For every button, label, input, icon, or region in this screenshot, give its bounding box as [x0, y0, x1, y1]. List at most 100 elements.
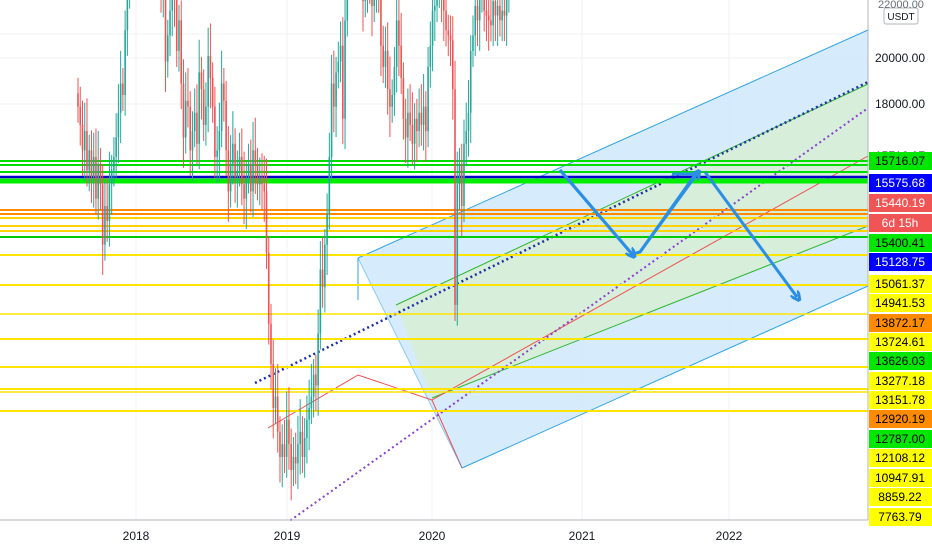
candle-body: [276, 396, 279, 432]
candle-body: [171, 0, 174, 11]
candle-body: [476, 5, 479, 21]
currency-box: [883, 7, 919, 25]
candle-body: [270, 323, 272, 364]
price-badge-label: 15575.68: [875, 176, 925, 190]
candle-body: [337, 61, 340, 73]
candle-body: [391, 94, 393, 107]
candle-body: [225, 100, 227, 151]
candle-body: [198, 72, 200, 144]
x-tick-label: 2021: [569, 529, 596, 543]
candle-body: [126, 0, 129, 31]
candle-body: [458, 163, 461, 185]
price-badge-label: 12787.00: [875, 432, 925, 446]
candle-body: [243, 184, 245, 199]
price-badge: [869, 194, 932, 212]
candle-body: [451, 40, 454, 90]
candle-body: [223, 83, 225, 101]
candle-body: [124, 30, 126, 95]
candle-body: [431, 10, 434, 46]
candle-body: [429, 45, 432, 67]
candle-body: [420, 112, 423, 125]
price-badge-label: 13626.03: [875, 354, 925, 368]
x-tick-label: 2020: [419, 529, 446, 543]
candle-body: [285, 419, 288, 457]
candle-body: [169, 10, 171, 36]
candle-body: [97, 163, 99, 199]
pitchfork-upper-line: [357, 29, 869, 259]
candle-body: [308, 408, 310, 420]
candle-body: [373, 0, 376, 6]
price-badge-label: 8859.22: [878, 490, 922, 504]
price-badge-label: 15061.37: [875, 277, 925, 291]
price-badge-label: 12920.19: [875, 412, 925, 426]
candle-body: [77, 93, 79, 107]
candle-body: [205, 106, 207, 125]
candle-body: [319, 269, 322, 334]
price-badge: [869, 372, 932, 390]
horizontal-levels: [0, 160, 868, 412]
candle-body: [216, 150, 218, 157]
candle-body: [294, 456, 297, 464]
candle-body: [449, 35, 452, 41]
candle-body: [211, 77, 214, 107]
candle-body: [326, 213, 328, 245]
price-badge: [869, 314, 932, 332]
candle-body: [310, 396, 313, 409]
forecast-arrow-up: [638, 174, 697, 253]
y-tick-label: 20000.00: [875, 51, 925, 65]
price-badge: [869, 275, 932, 293]
candle-body: [460, 163, 463, 206]
price-badge: [869, 152, 932, 170]
candle-body: [247, 163, 250, 178]
price-badge: [869, 352, 932, 370]
candle-body: [445, 10, 447, 31]
candle-body: [364, 0, 367, 2]
candle-body: [393, 66, 396, 95]
price-badge: [869, 488, 932, 506]
x-tick-label: 2022: [716, 529, 743, 543]
pitchfork-median-line: [431, 155, 869, 401]
x-axis-panel: [0, 521, 868, 550]
candle-body: [92, 156, 95, 178]
candle-body: [292, 456, 295, 470]
pitchfork-inner-fill: [396, 84, 868, 398]
candle-body: [324, 244, 326, 287]
candle-body: [119, 83, 122, 113]
candle-body: [496, 5, 499, 16]
candle-body: [184, 100, 187, 138]
candle-body: [115, 137, 117, 157]
candle-body: [227, 150, 230, 192]
candle-body: [297, 444, 299, 464]
candle-body: [209, 56, 212, 78]
candle-body: [81, 124, 84, 151]
candle-body: [463, 143, 465, 206]
candle-body: [182, 83, 185, 138]
candle-body: [83, 131, 86, 151]
candle-body: [474, 5, 477, 36]
pitchfork-handle: [267, 374, 463, 469]
price-badges: 15716.07 15575.68 15440.19 6d 15h 15400.41 15…: [869, 152, 932, 526]
price-badge-label: 15440.19: [875, 196, 925, 210]
candle-body: [333, 83, 335, 107]
candle-body: [501, 10, 503, 21]
candle-body: [229, 163, 232, 192]
candle-body: [166, 35, 169, 62]
candle-body: [214, 106, 216, 157]
candle-body: [395, 20, 398, 67]
candle-body: [279, 431, 281, 457]
price-badge: [869, 253, 932, 271]
candle-body: [202, 89, 205, 125]
candle-body: [117, 112, 120, 138]
price-badge: [869, 234, 932, 252]
candle-body: [312, 374, 315, 397]
y-axis-top-label: 22000.00: [878, 0, 924, 11]
candle-body: [245, 177, 248, 199]
candle-body: [382, 45, 385, 67]
candle-body: [478, 0, 481, 21]
candle-body: [467, 112, 470, 132]
candle-body: [267, 252, 270, 324]
candle-body: [101, 184, 104, 245]
candle-body: [254, 150, 257, 164]
